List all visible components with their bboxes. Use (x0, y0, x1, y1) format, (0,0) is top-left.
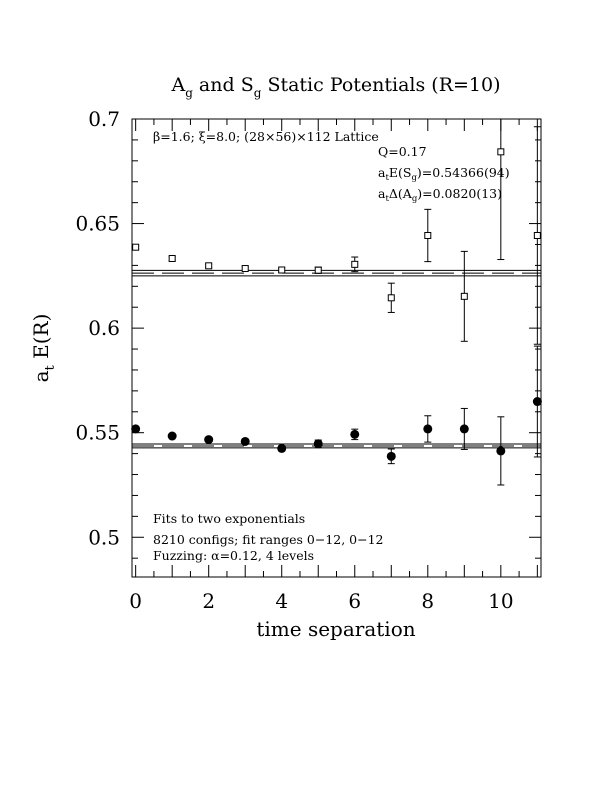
circle-marker (350, 429, 360, 439)
square-marker (387, 294, 395, 302)
fit-bands (132, 269, 541, 449)
y-tick-label: 0.65 (75, 212, 120, 236)
square-marker (278, 266, 286, 274)
circle-marker (496, 446, 506, 456)
square-marker (424, 231, 432, 239)
square-marker (132, 243, 140, 251)
q-annotation: Q=0.17 (378, 144, 427, 159)
y-axis-label: at E(R) (29, 314, 58, 383)
circle-marker (167, 431, 177, 441)
lattice-annotation: β=1.6; ξ=8.0; (28×56)×112 Lattice (153, 129, 379, 144)
x-tick-label: 10 (488, 589, 513, 613)
square-marker (314, 266, 322, 274)
circle-marker (277, 443, 287, 453)
data-points (131, 119, 542, 486)
x-tick-label: 8 (421, 589, 434, 613)
x-axis-label: time separation (256, 617, 415, 641)
fuzzing-annotation: Fuzzing: α=0.12, 4 levels (153, 548, 314, 563)
circle-marker (313, 439, 323, 449)
y-tick-label: 0.55 (75, 421, 120, 445)
square-marker (351, 260, 359, 268)
y-tick-label: 0.6 (88, 316, 120, 340)
y-tick-label: 0.5 (88, 525, 120, 549)
square-marker (497, 148, 505, 156)
circle-marker (204, 435, 214, 445)
square-marker (241, 265, 249, 273)
y-tick-label: 0.7 (88, 107, 120, 131)
x-tick-label: 0 (129, 589, 142, 613)
circle-marker (240, 436, 250, 446)
tick-labels: 0 2 4 6 8 10 0.5 0.55 0.6 0.65 0.7 (75, 107, 513, 613)
dag-annotation: atΔ(Ag)=0.0820(13) (378, 186, 502, 204)
x-tick-label: 2 (202, 589, 215, 613)
configs-annotation: 8210 configs; fit ranges 0−12, 0−12 (153, 532, 384, 547)
x-tick-label: 4 (275, 589, 288, 613)
fits-annotation: Fits to two exponentials (153, 511, 305, 526)
esg-annotation: atE(Sg)=0.54366(94) (378, 165, 510, 183)
chart-title: Ag and Sg Static Potentials (R=10) (170, 74, 500, 100)
square-marker (168, 254, 176, 262)
circle-marker (423, 424, 433, 434)
x-tick-label: 6 (348, 589, 361, 613)
ticks (132, 118, 541, 577)
square-marker (460, 292, 468, 300)
circle-marker (459, 424, 469, 434)
square-marker (205, 262, 213, 270)
square-marker (533, 231, 541, 239)
circle-marker (386, 451, 396, 461)
circle-marker (532, 397, 542, 407)
circle-marker (131, 424, 141, 434)
